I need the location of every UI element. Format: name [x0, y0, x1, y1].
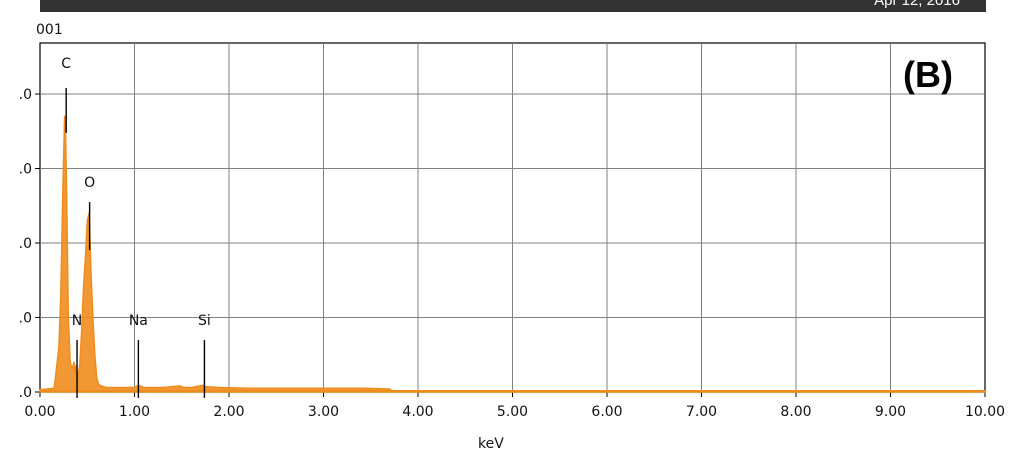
- peak-label-o: O: [84, 175, 95, 191]
- x-axis-title: keV: [478, 436, 504, 452]
- y-tick-label: .0: [19, 385, 32, 401]
- x-tick-label: 8.00: [780, 404, 811, 420]
- y-tick-label: .0: [19, 236, 32, 252]
- x-tick-label: 5.00: [497, 404, 528, 420]
- peak-label-si: Si: [198, 313, 211, 329]
- panel-label: (B): [903, 54, 953, 95]
- x-tick-label: 4.00: [402, 404, 433, 420]
- spectrum-series: [39, 115, 986, 393]
- x-tick-label: 0.00: [24, 404, 55, 420]
- x-tick-label: 10.00: [965, 404, 1005, 420]
- header-bar: Apr 12, 2016: [40, 0, 986, 12]
- peak-label-na: Na: [129, 313, 148, 329]
- y-tick-label: .0: [19, 311, 32, 327]
- peak-label-c: C: [61, 56, 71, 72]
- x-tick-label: 6.00: [591, 404, 622, 420]
- y-tick-label: .0: [19, 87, 32, 103]
- peak-label-n: N: [72, 313, 82, 329]
- spectrum-label: 001: [36, 22, 63, 38]
- y-tick-label: .0: [19, 162, 32, 178]
- x-tick-label: 9.00: [875, 404, 906, 420]
- x-tick-label: 2.00: [213, 404, 244, 420]
- header-date: Apr 12, 2016: [874, 0, 960, 9]
- x-tick-label: 1.00: [119, 404, 150, 420]
- x-tick-label: 7.00: [686, 404, 717, 420]
- x-tick-label: 3.00: [308, 404, 339, 420]
